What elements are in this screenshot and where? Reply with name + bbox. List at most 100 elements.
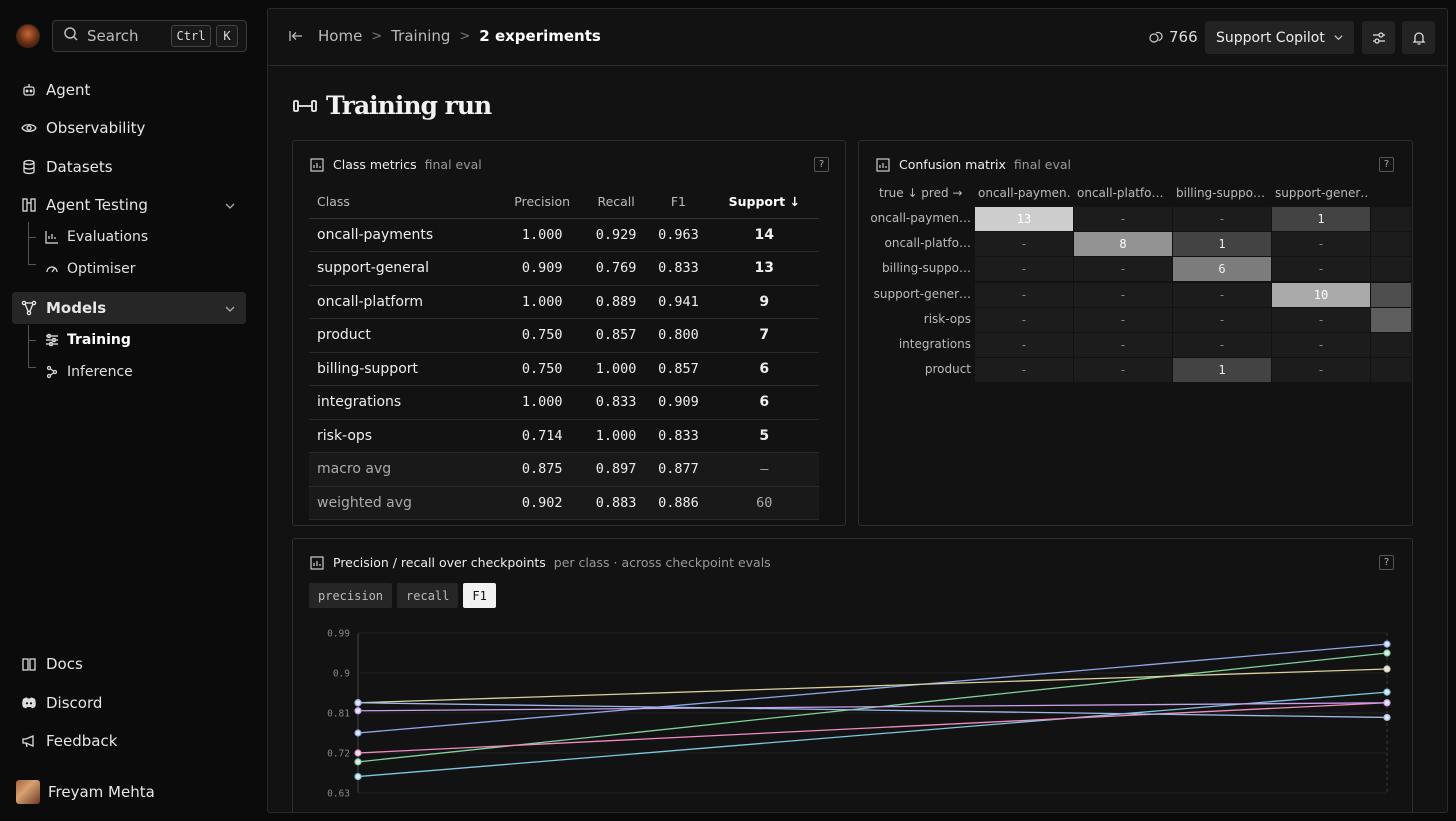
matrix-cell[interactable]: - xyxy=(1272,232,1370,257)
col-header-f1[interactable]: F1 xyxy=(647,186,710,219)
project-selector[interactable]: Support Copilot xyxy=(1205,21,1354,54)
col-header-support[interactable]: Support ↓ xyxy=(709,186,819,219)
cell-class: integrations xyxy=(309,385,500,420)
sidebar-item-label: Agent xyxy=(46,81,91,99)
matrix-cell[interactable] xyxy=(1371,282,1411,307)
matrix-cell[interactable]: - xyxy=(975,282,1073,307)
matrix-cell[interactable]: 1 xyxy=(1173,232,1271,257)
sidebar-item-label: Models xyxy=(46,299,107,317)
breadcrumb-training[interactable]: Training xyxy=(391,27,451,45)
help-button[interactable]: ? xyxy=(1379,555,1394,570)
tab-recall[interactable]: recall xyxy=(397,583,459,608)
matrix-cell[interactable] xyxy=(1371,207,1411,231)
avg-row: weighted avg 0.902 0.883 0.886 60 xyxy=(309,486,819,520)
tab-precision[interactable]: precision xyxy=(309,583,393,608)
matrix-cell[interactable]: - xyxy=(1074,333,1172,357)
matrix-cell[interactable]: 8 xyxy=(1074,232,1172,257)
matrix-cell[interactable]: - xyxy=(1074,358,1172,383)
notifications-button[interactable] xyxy=(1402,21,1435,54)
settings-button[interactable] xyxy=(1362,21,1395,54)
collapse-sidebar-icon[interactable] xyxy=(288,28,304,44)
data-point xyxy=(354,772,362,781)
matrix-cell[interactable]: - xyxy=(975,257,1073,282)
matrix-cell[interactable]: - xyxy=(1272,333,1370,357)
cell-recall: 0.883 xyxy=(584,486,648,520)
breadcrumb-home[interactable]: Home xyxy=(318,27,363,45)
series-line xyxy=(357,691,1388,778)
database-icon xyxy=(20,158,38,176)
matrix-cell[interactable]: 6 xyxy=(1173,257,1271,282)
sidebar-item-observability[interactable]: Observability xyxy=(12,112,246,144)
cell-support: 5 xyxy=(709,419,819,453)
discord-icon xyxy=(20,694,38,712)
matrix-cell[interactable] xyxy=(1371,358,1411,383)
help-button[interactable]: ? xyxy=(1379,157,1394,172)
matrix-cell[interactable]: - xyxy=(975,358,1073,383)
matrix-cell[interactable]: - xyxy=(975,232,1073,257)
search-input[interactable]: Search Ctrl K xyxy=(52,20,247,52)
series-line xyxy=(357,643,1388,734)
sidebar-item-agent[interactable]: Agent xyxy=(12,74,246,106)
matrix-col-label: oncall-platfo… xyxy=(1077,186,1164,200)
matrix-row-label: risk-ops xyxy=(923,311,971,326)
network-icon xyxy=(20,299,38,317)
sidebar-item-optimiser[interactable]: Optimiser xyxy=(44,256,135,282)
matrix-cell[interactable]: - xyxy=(1272,307,1370,332)
matrix-cell[interactable]: - xyxy=(1173,207,1271,231)
card-title: Confusion matrix xyxy=(899,157,1006,172)
matrix-cell[interactable] xyxy=(1371,257,1411,282)
col-header-recall[interactable]: Recall xyxy=(584,186,648,219)
matrix-cell[interactable]: - xyxy=(1173,282,1271,307)
help-button[interactable]: ? xyxy=(814,157,829,172)
cell-precision: 1.000 xyxy=(499,218,585,252)
matrix-cell[interactable]: 10 xyxy=(1272,282,1370,307)
tree-branch xyxy=(28,264,36,265)
cell-recall: 1.000 xyxy=(584,419,648,453)
matrix-cell[interactable]: - xyxy=(1272,257,1370,282)
matrix-row-label: oncall-paymen… xyxy=(870,211,971,225)
matrix-cell[interactable]: - xyxy=(1173,307,1271,332)
sidebar-item-label: Inference xyxy=(67,364,133,380)
cell-f1: 0.909 xyxy=(647,385,710,420)
sidebar-item-discord[interactable]: Discord xyxy=(12,687,246,719)
matrix-cell[interactable] xyxy=(1371,232,1411,257)
y-tick-label: 0.63 xyxy=(327,789,350,800)
matrix-cell[interactable]: - xyxy=(1074,257,1172,282)
matrix-cell[interactable] xyxy=(1371,333,1411,357)
sidebar-item-models[interactable]: Models xyxy=(12,292,246,324)
book-icon xyxy=(20,655,38,673)
tree-branch xyxy=(28,367,36,368)
sidebar-item-inference[interactable]: Inference xyxy=(44,359,133,385)
sidebar-item-feedback[interactable]: Feedback xyxy=(12,725,246,757)
matrix-cell[interactable]: 13 xyxy=(975,207,1073,231)
sidebar-item-docs[interactable]: Docs xyxy=(12,648,246,680)
data-point xyxy=(354,729,362,737)
cell-class: oncall-payments xyxy=(309,218,500,252)
data-point xyxy=(1383,688,1391,696)
matrix-cell[interactable]: 1 xyxy=(1173,358,1271,383)
cell-f1: 0.963 xyxy=(647,218,710,252)
user-menu[interactable]: Freyam Mehta xyxy=(16,780,155,804)
matrix-cell[interactable]: 1 xyxy=(1272,207,1370,231)
matrix-cell[interactable]: - xyxy=(1272,358,1370,383)
metric-tabs: precision recall F1 xyxy=(309,583,501,608)
col-header-precision[interactable]: Precision xyxy=(499,186,585,219)
matrix-cell[interactable]: - xyxy=(1074,307,1172,332)
cell-precision: 0.750 xyxy=(499,352,585,386)
sidebar-item-training[interactable]: Training xyxy=(44,327,131,353)
matrix-cell[interactable]: - xyxy=(975,333,1073,357)
matrix-cell[interactable]: - xyxy=(975,307,1073,332)
matrix-cell[interactable]: - xyxy=(1074,282,1172,307)
sidebar-item-evaluations[interactable]: Evaluations xyxy=(44,224,148,250)
sidebar-item-datasets[interactable]: Datasets xyxy=(12,151,246,183)
matrix-cell[interactable]: - xyxy=(1074,207,1172,231)
col-header-class[interactable]: Class xyxy=(309,186,500,219)
matrix-cell[interactable]: - xyxy=(1173,333,1271,357)
app-logo[interactable] xyxy=(16,24,40,48)
matrix-row-label: integrations xyxy=(898,337,971,351)
breadcrumb-current: 2 experiments xyxy=(479,27,601,45)
matrix-cell[interactable] xyxy=(1371,307,1411,332)
sidebar-item-agent-testing[interactable]: Agent Testing xyxy=(12,189,246,221)
tree-line xyxy=(28,222,29,264)
tab-f1[interactable]: F1 xyxy=(463,583,496,608)
